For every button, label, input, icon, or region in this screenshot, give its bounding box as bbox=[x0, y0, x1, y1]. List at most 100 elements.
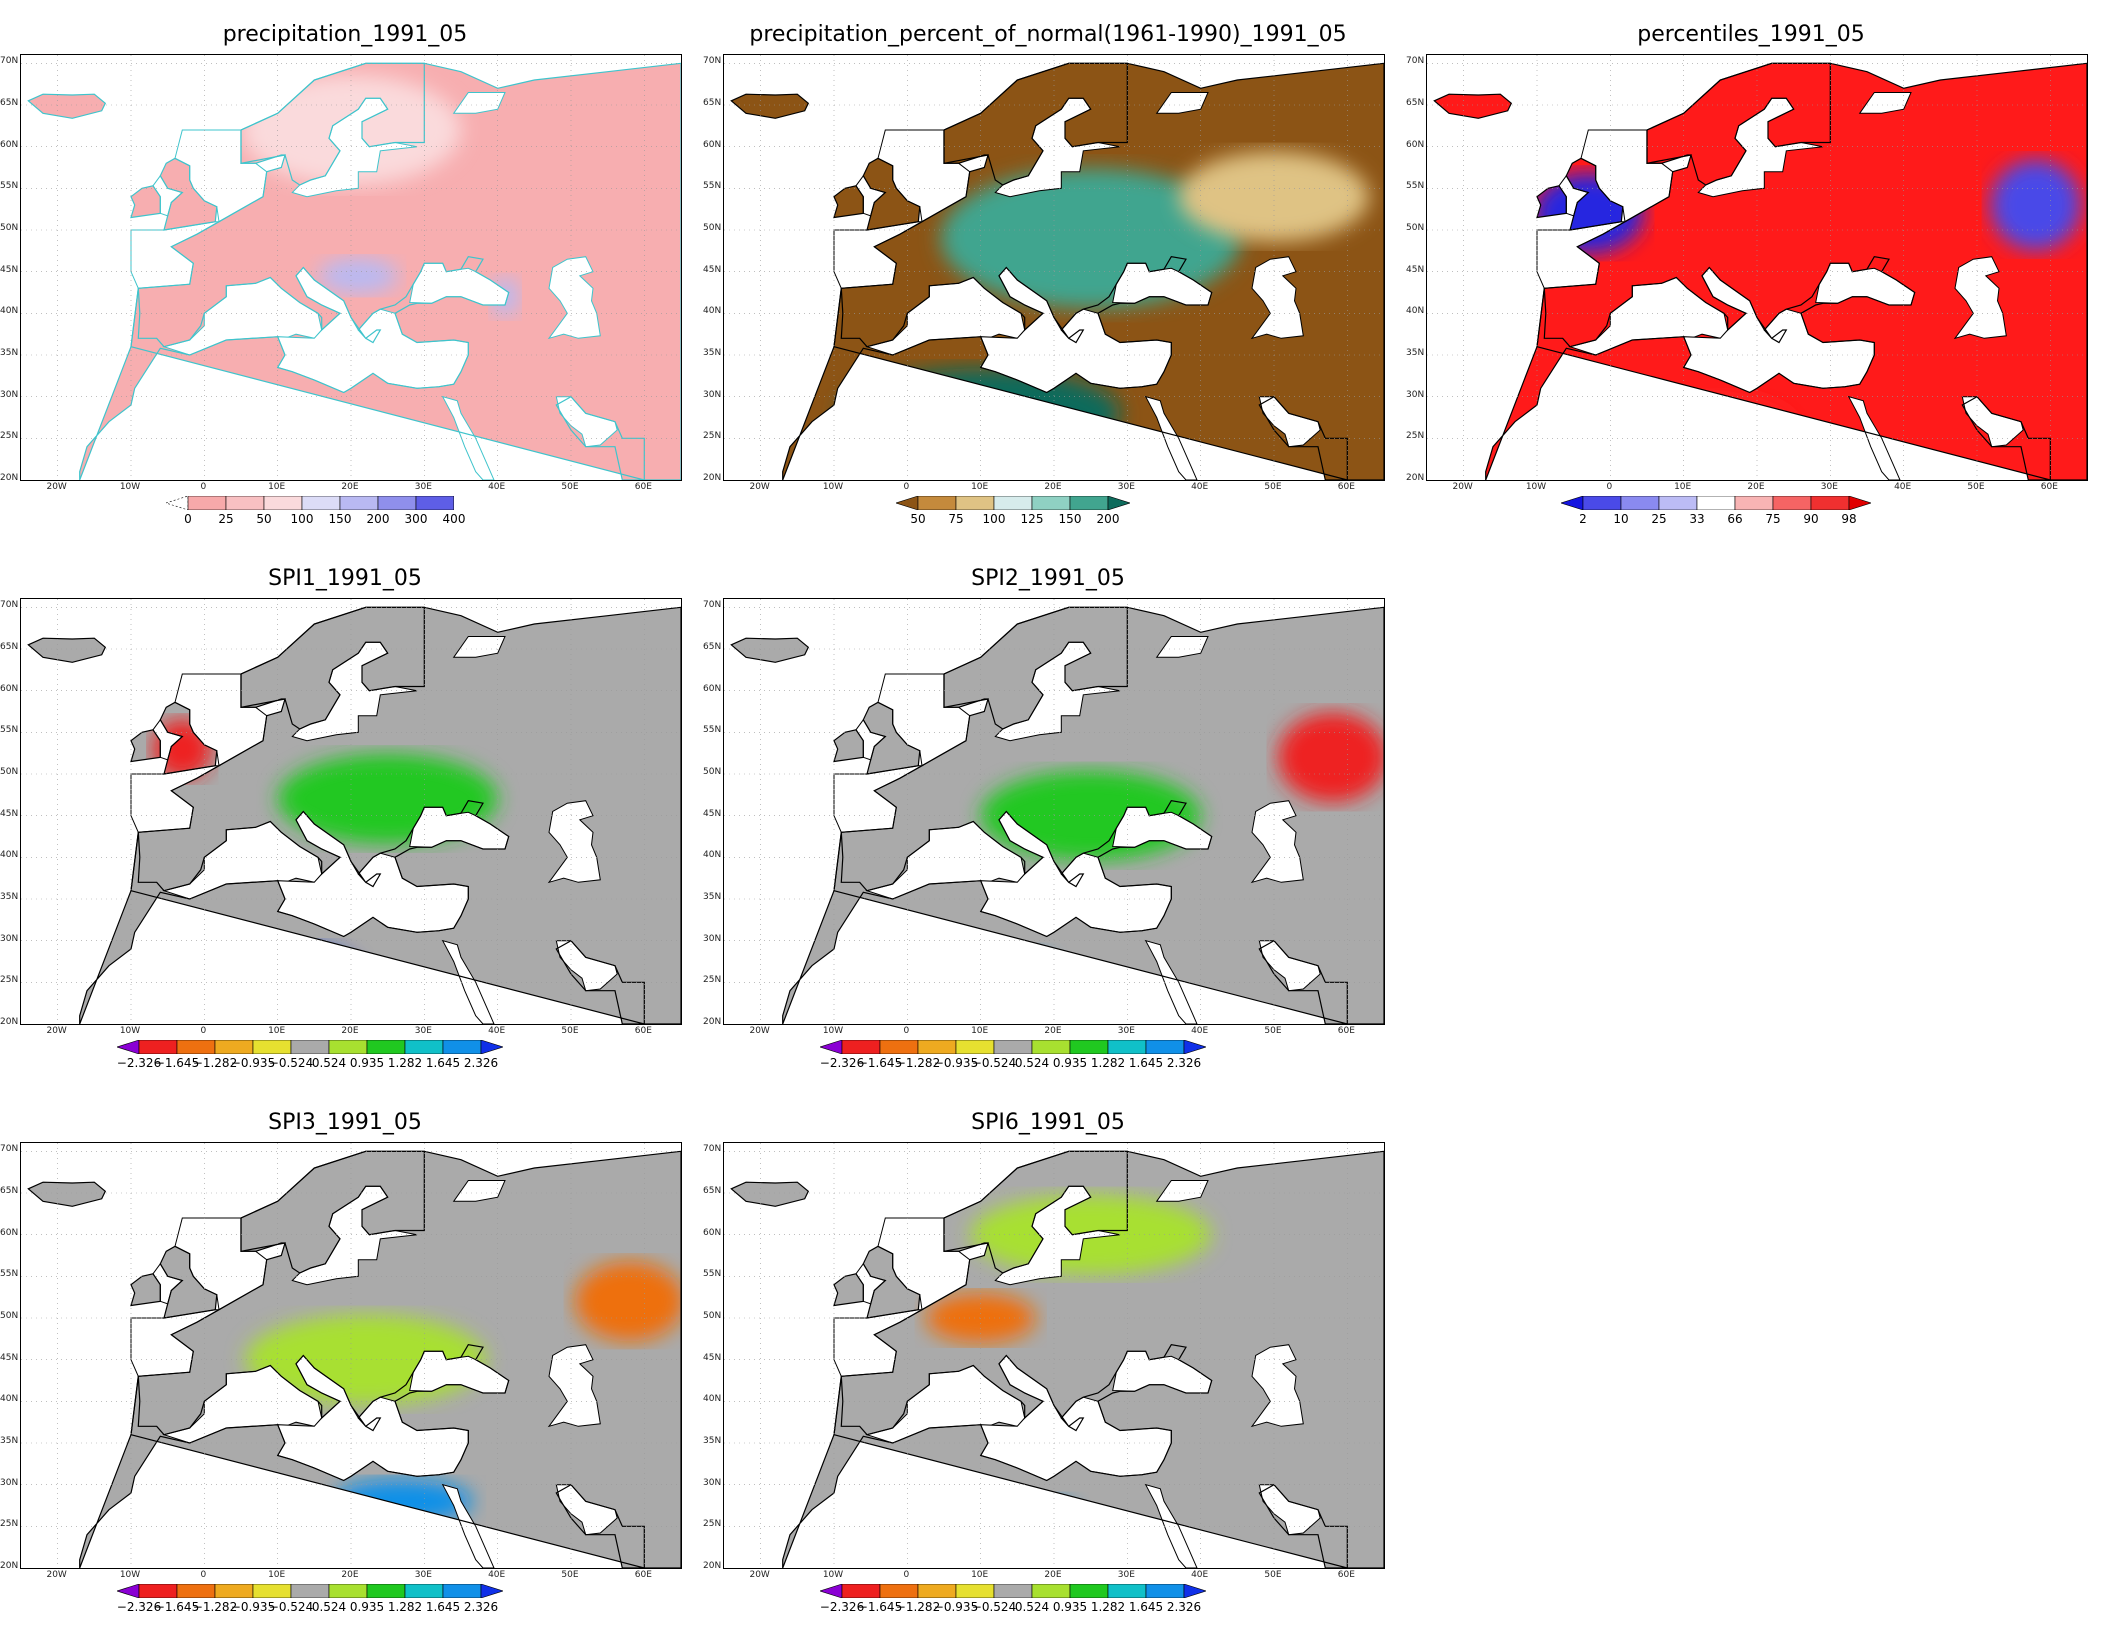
coastline-2 bbox=[862, 701, 921, 775]
latitude-label: 55N bbox=[703, 181, 722, 192]
latitude-label: 55N bbox=[1406, 181, 1425, 192]
colorbar-swatch bbox=[917, 496, 957, 510]
latitude-label: 55N bbox=[0, 725, 19, 736]
colorbar-label: 33 bbox=[1689, 512, 1705, 526]
colorbar-label: −0.524 bbox=[971, 1056, 1017, 1070]
colorbar-swatch bbox=[176, 1040, 216, 1054]
longitude-label: 30E bbox=[414, 1026, 432, 1036]
longitude-label: 10W bbox=[119, 1026, 141, 1036]
colorbar-label: 200 bbox=[366, 512, 390, 526]
latitude-label: 20N bbox=[0, 473, 19, 483]
coastline-0 bbox=[833, 62, 1384, 480]
longitude-label: 10W bbox=[119, 1570, 141, 1580]
colorbar bbox=[820, 1040, 1206, 1054]
longitude-label: 20W bbox=[1452, 482, 1473, 492]
region-ural bbox=[1277, 712, 1384, 803]
sea-3 bbox=[1250, 800, 1304, 884]
colorbar-label: 2.326 bbox=[1166, 1056, 1202, 1070]
colorbar-label: 2 bbox=[1579, 512, 1587, 526]
coastline-4 bbox=[730, 1181, 810, 1207]
coastline-5 bbox=[240, 62, 425, 186]
map-canvas bbox=[1427, 55, 2087, 480]
sea-3 bbox=[1250, 1344, 1304, 1428]
colorbar-label: 1.282 bbox=[1090, 1056, 1126, 1070]
colorbar bbox=[1561, 496, 1871, 510]
colorbar-swatch bbox=[328, 1040, 368, 1054]
latitude-label: 45N bbox=[703, 1352, 722, 1363]
colorbar-label: 125 bbox=[1020, 512, 1044, 526]
coastline-4 bbox=[730, 93, 810, 119]
latitude-label: 35N bbox=[0, 1436, 19, 1446]
colorbar-label: −1.282 bbox=[895, 1056, 941, 1070]
map-area bbox=[1426, 54, 2088, 481]
colorbar-swatch bbox=[176, 1584, 216, 1598]
latitude-label: 65N bbox=[0, 642, 19, 652]
coastline-2 bbox=[159, 157, 218, 231]
latitude-label: 55N bbox=[703, 725, 722, 736]
colorbar-label: 10 bbox=[1613, 512, 1629, 526]
colorbar-label: −1.645 bbox=[154, 1056, 200, 1070]
latitude-label: 50N bbox=[0, 1311, 19, 1321]
longitude-label: 60E bbox=[1337, 1026, 1355, 1036]
colorbar-label: −1.645 bbox=[857, 1600, 903, 1614]
colorbar-swatch bbox=[252, 1040, 292, 1054]
latitude-label: 70N bbox=[0, 1144, 19, 1155]
panel-title: percentiles_1991_05 bbox=[1637, 22, 1865, 47]
latitude-label: 25N bbox=[703, 1519, 722, 1530]
colorbar-arrow-left bbox=[820, 1040, 843, 1054]
latitude-label: 35N bbox=[0, 348, 19, 358]
latitude-label: 20N bbox=[703, 1017, 722, 1027]
colorbar-label: 1.282 bbox=[387, 1056, 423, 1070]
colorbar-swatch bbox=[1031, 1040, 1071, 1054]
longitude-label: 50E bbox=[561, 1570, 579, 1580]
latitude-label: 65N bbox=[703, 98, 722, 108]
longitude-label: 30E bbox=[1117, 482, 1135, 492]
colorbar-swatch bbox=[339, 496, 379, 510]
colorbar-label: 25 bbox=[218, 512, 234, 526]
longitude-label: 10E bbox=[1674, 482, 1692, 492]
longitude-label: 40E bbox=[1894, 482, 1912, 492]
latitude-label: 20N bbox=[703, 473, 722, 483]
latitude-label: 35N bbox=[703, 892, 722, 902]
coastline-3 bbox=[130, 729, 161, 763]
colorbar-swatch bbox=[214, 1584, 254, 1598]
coastline-0 bbox=[833, 606, 1384, 1024]
colorbar-label: 100 bbox=[290, 512, 314, 526]
sea-3 bbox=[547, 800, 601, 884]
longitude-label: 30E bbox=[414, 1570, 432, 1580]
region-russia bbox=[1179, 151, 1369, 242]
longitude-label: 10W bbox=[1525, 482, 1547, 492]
colorbar-swatch bbox=[1696, 496, 1736, 510]
latitude-label: 25N bbox=[703, 431, 722, 442]
colorbar-label: −2.326 bbox=[819, 1600, 865, 1614]
colorbar-swatch bbox=[366, 1584, 406, 1598]
colorbar-label: 400 bbox=[442, 512, 466, 526]
colorbar-swatch bbox=[841, 1040, 881, 1054]
sea-4 bbox=[441, 1483, 495, 1568]
latitude-label: 30N bbox=[0, 1477, 19, 1488]
latitude-label: 50N bbox=[1406, 223, 1425, 233]
longitude-label: 10W bbox=[119, 482, 141, 492]
longitude-label: 0 bbox=[1606, 482, 1613, 492]
longitude-label: 10E bbox=[971, 482, 989, 492]
longitude-label: 40E bbox=[1191, 1026, 1209, 1036]
longitude-label: 0 bbox=[903, 1026, 910, 1036]
longitude-label: 0 bbox=[200, 1570, 207, 1580]
sea-10 bbox=[1858, 92, 1912, 114]
colorbar-arrow-left bbox=[820, 1584, 843, 1598]
coastline-3 bbox=[1536, 185, 1567, 219]
latitude-label: 30N bbox=[703, 1477, 722, 1488]
colorbar-label: 300 bbox=[404, 512, 428, 526]
longitude-label: 60E bbox=[2040, 482, 2058, 492]
coastline-2 bbox=[862, 1245, 921, 1319]
map-area bbox=[20, 598, 682, 1025]
sea-4 bbox=[1144, 1483, 1198, 1568]
map-panel-spi2: SPI2_1991_05 70N 65N 60N 55N 50N 45N 40N 35N 30N 2… bbox=[703, 566, 1403, 1106]
colorbar-swatch bbox=[415, 496, 454, 510]
longitude-label: 40E bbox=[488, 1570, 506, 1580]
colorbar-label: 50 bbox=[910, 512, 926, 526]
colorbar-swatch bbox=[1810, 496, 1850, 510]
longitude-label: 20E bbox=[341, 482, 359, 492]
map-area bbox=[20, 54, 682, 481]
colorbar-swatch bbox=[366, 1040, 406, 1054]
